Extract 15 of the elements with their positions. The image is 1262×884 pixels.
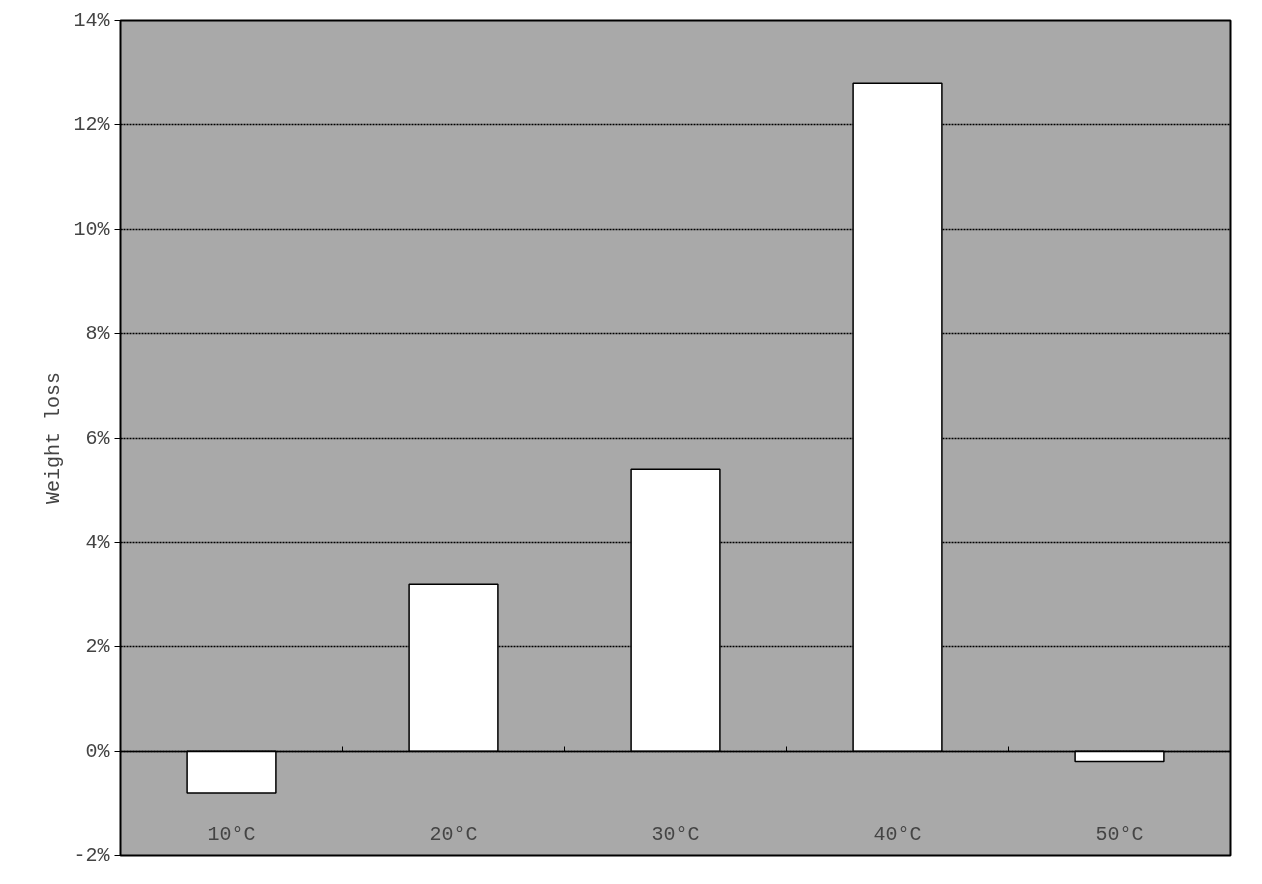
x-tick-label: 50°C	[1095, 822, 1144, 846]
y-tick-label: 10%	[73, 217, 111, 241]
x-tick-label: 20°C	[429, 822, 478, 846]
y-tick-label: 8%	[85, 322, 111, 346]
y-tick-label: 14%	[73, 9, 111, 32]
y-tick-label: -2%	[73, 844, 111, 867]
x-tick-label: 10°C	[207, 822, 256, 846]
y-tick-label: 0%	[85, 739, 111, 763]
x-tick-label: 30°C	[651, 822, 700, 846]
y-tick-label: 12%	[73, 113, 111, 137]
y-axis-title: Weight loss	[42, 371, 66, 505]
y-tick-label: 2%	[85, 635, 111, 659]
y-tick-label: 6%	[85, 426, 111, 450]
x-tick-label: 40°C	[873, 822, 922, 846]
y-tick-label: 4%	[85, 530, 111, 554]
